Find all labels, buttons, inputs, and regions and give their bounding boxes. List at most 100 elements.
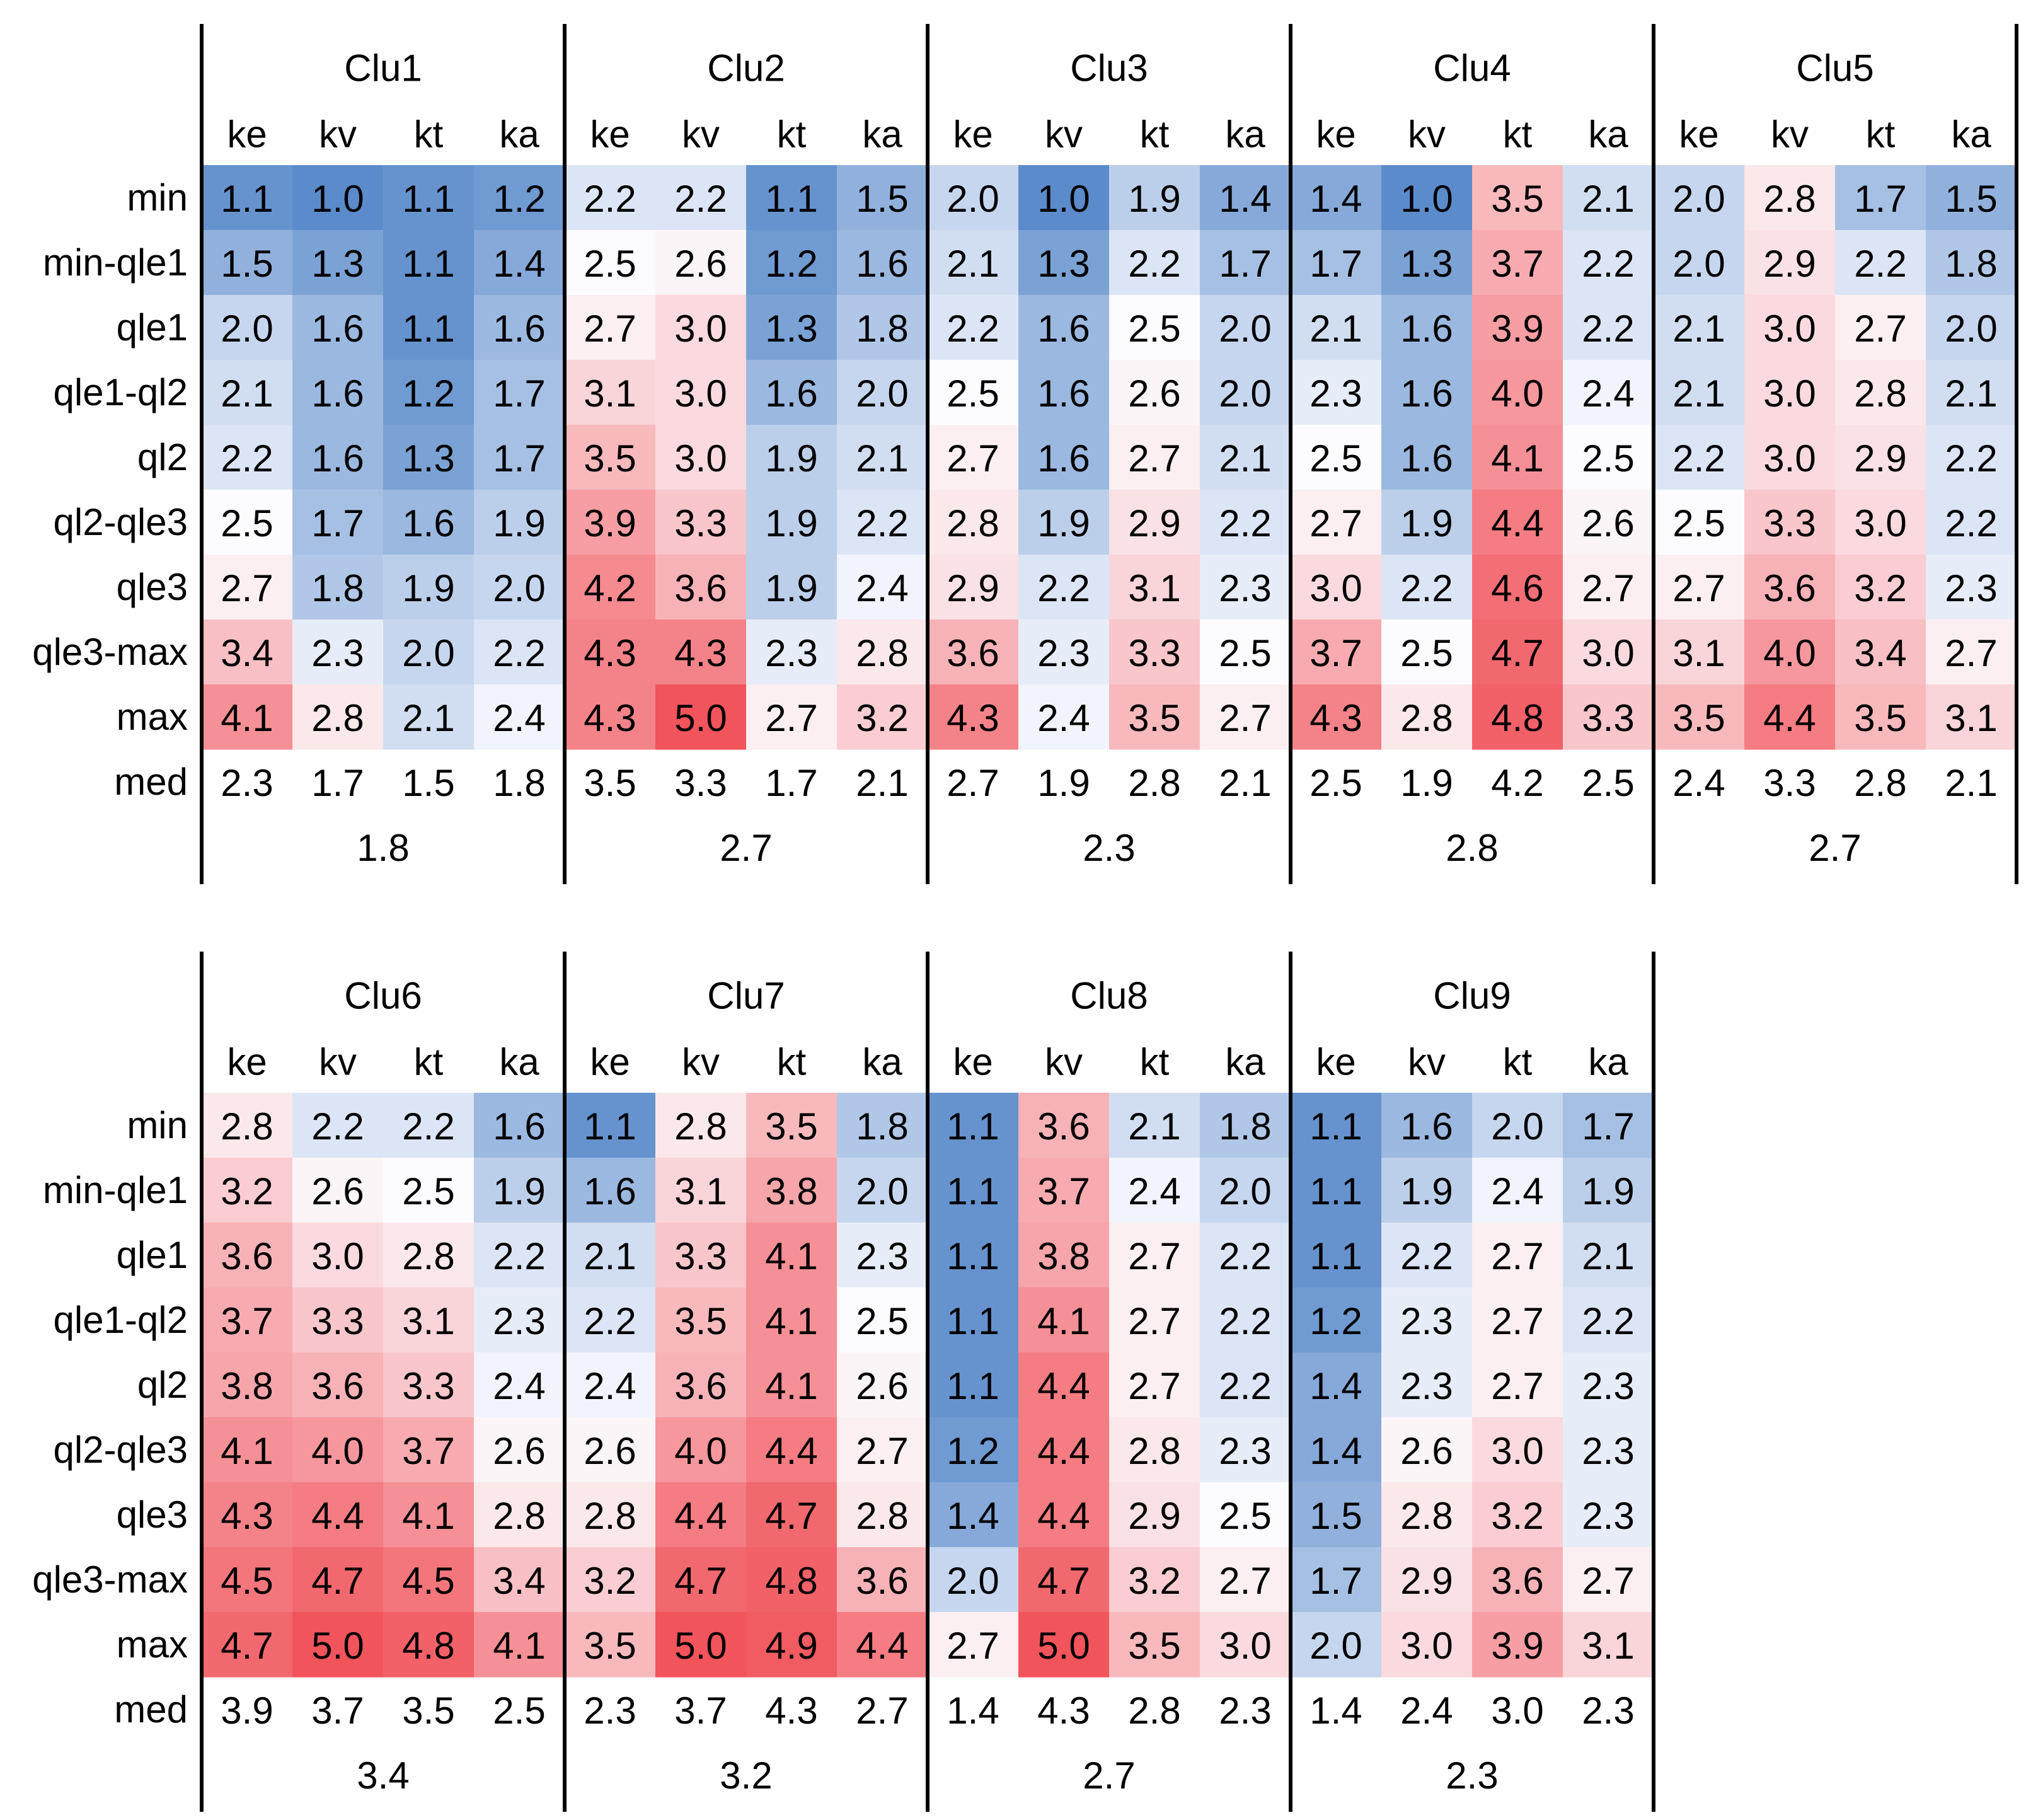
cell-value-label: 1.9 — [765, 567, 817, 609]
cell-value-label: 2.3 — [856, 1235, 908, 1277]
cell-value-label: 2.5 — [1672, 502, 1725, 544]
heatmap-cell — [655, 1417, 747, 1483]
cell-value-label: 2.7 — [1128, 1235, 1180, 1277]
heatmap-cell — [1654, 360, 1745, 425]
heatmap-cell — [474, 1158, 565, 1223]
heatmap-cell — [1291, 230, 1382, 296]
heatmap-cell — [383, 1093, 475, 1158]
cell-value-label: 4.4 — [856, 1625, 908, 1667]
heatmap-cell — [837, 1612, 928, 1678]
cell-value-label: 3.1 — [584, 372, 636, 415]
heatmap-cell — [565, 1482, 656, 1548]
heatmap-cell — [746, 425, 837, 490]
heatmap-cell — [746, 555, 837, 620]
median-value-label: 4.3 — [765, 1690, 817, 1732]
cell-value-label: 3.7 — [1309, 632, 1362, 674]
heatmap-cell — [1109, 684, 1200, 750]
cell-value-label: 1.9 — [493, 502, 545, 544]
cell-value-label: 1.6 — [765, 372, 817, 415]
heatmap-cell — [1018, 1547, 1110, 1613]
cell-value-label: 2.0 — [856, 372, 908, 415]
cell-value-label: 3.6 — [674, 1365, 727, 1407]
row-label: ql2 — [137, 436, 188, 478]
cell-value-label: 3.5 — [584, 437, 636, 480]
heatmap-cell — [292, 1417, 384, 1483]
cell-value-label: 3.2 — [1128, 1560, 1180, 1602]
heatmap-cell — [1109, 1352, 1200, 1418]
cell-value-label: 3.0 — [311, 1235, 364, 1277]
heatmap-cell — [1109, 1612, 1200, 1678]
heatmap-cell — [655, 360, 747, 425]
cell-value-label: 2.0 — [1219, 372, 1271, 415]
cell-value-label: 4.4 — [1037, 1495, 1090, 1537]
cell-value-label: 1.9 — [402, 567, 454, 609]
cell-value-label: 2.5 — [856, 1300, 908, 1342]
heatmap-cell — [746, 1417, 837, 1483]
heatmap-cell — [1926, 619, 2017, 685]
cell-value-label: 2.2 — [856, 502, 908, 544]
heatmap-cell — [1381, 619, 1473, 685]
cell-value-label: 1.6 — [856, 243, 908, 285]
cell-value-label: 3.2 — [1854, 567, 1906, 609]
heatmap-cell — [928, 425, 1019, 490]
heatmap-cell — [837, 425, 928, 490]
cell-value-label: 1.1 — [947, 1170, 999, 1212]
heatmap-cell — [1291, 360, 1382, 425]
cell-value-label: 3.0 — [1854, 502, 1906, 544]
heatmap-cell — [928, 1352, 1019, 1418]
median-value-label: 2.5 — [493, 1690, 545, 1732]
heatmap-cell — [655, 295, 747, 360]
heatmap-cell — [1926, 165, 2017, 231]
heatmap-cell — [565, 619, 656, 685]
cell-value-label: 2.4 — [1128, 1170, 1180, 1212]
heatmap-cell — [1109, 1158, 1200, 1223]
cell-value-label: 2.6 — [856, 1365, 908, 1407]
row-label-median: med — [114, 1688, 188, 1731]
cell-value-label: 4.1 — [765, 1235, 817, 1277]
heatmap-cell — [1744, 684, 1836, 750]
cell-value-label: 1.0 — [1037, 178, 1090, 220]
heatmap-cell — [202, 619, 293, 685]
cell-value-label: 2.8 — [947, 502, 999, 544]
cell-value-label: 2.3 — [1037, 632, 1090, 674]
column-header: ke — [1316, 113, 1355, 156]
cell-value-label: 4.9 — [765, 1625, 817, 1667]
column-header: kv — [1045, 1041, 1083, 1083]
heatmap-cell — [383, 555, 475, 620]
cell-value-label: 2.1 — [1219, 437, 1271, 480]
heatmap-cell — [1654, 490, 1745, 555]
cell-value-label: 1.6 — [493, 1105, 545, 1148]
heatmap-cell — [928, 619, 1019, 685]
heatmap-cell — [655, 165, 747, 231]
cell-value-label: 4.8 — [402, 1625, 454, 1667]
cell-value-label: 3.2 — [856, 697, 908, 739]
heatmap-cell — [202, 165, 293, 231]
cell-value-label: 2.7 — [221, 567, 273, 609]
heatmap-cell — [474, 684, 565, 750]
median-value-label: 2.7 — [856, 1690, 908, 1732]
heatmap-cell — [1926, 555, 2017, 620]
cell-value-label: 2.1 — [856, 437, 908, 480]
cell-value-label: 1.1 — [947, 1105, 999, 1148]
heatmap-cell — [202, 230, 293, 296]
heatmap-cell — [655, 1482, 747, 1548]
cell-value-label: 3.2 — [221, 1170, 273, 1212]
heatmap-cell — [928, 684, 1019, 750]
cell-value-label: 2.3 — [1400, 1365, 1453, 1407]
cell-value-label: 3.7 — [1037, 1170, 1090, 1212]
heatmap-cell — [1109, 1417, 1200, 1483]
median-value-label: 1.9 — [1037, 762, 1090, 804]
cluster-title: Clu7 — [707, 975, 785, 1017]
median-value-label: 1.4 — [1309, 1690, 1362, 1732]
heatmap-cell — [1926, 295, 2017, 360]
heatmap-cell — [202, 1547, 293, 1613]
heatmap-cell — [928, 555, 1019, 620]
heatmap-cell — [383, 1158, 475, 1223]
column-header: kt — [1866, 113, 1896, 156]
heatmap-cell — [1835, 555, 1926, 620]
median-value-label: 1.4 — [947, 1690, 999, 1732]
heatmap-cell — [1200, 555, 1291, 620]
cell-value-label: 2.0 — [947, 1560, 999, 1602]
heatmap-cell — [1200, 490, 1291, 555]
